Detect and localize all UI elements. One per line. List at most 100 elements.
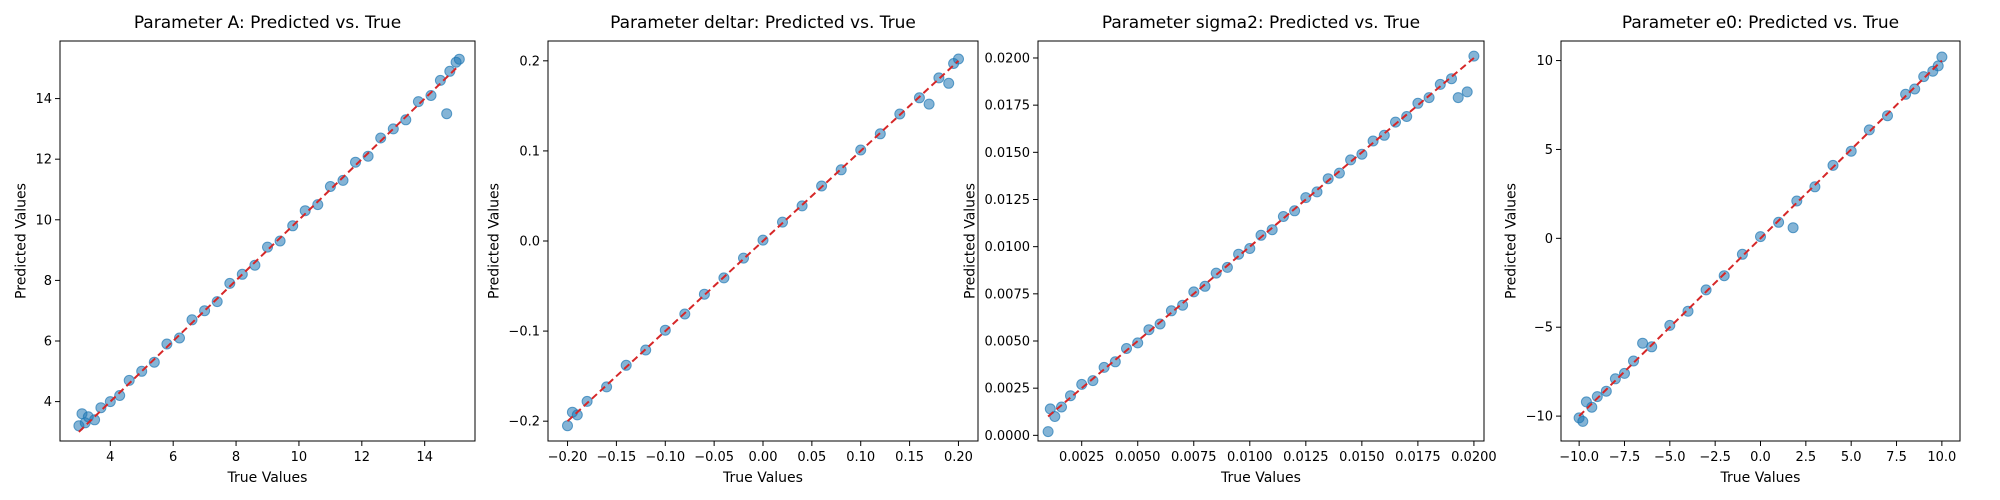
- chart-panel-1: Parameter A: Predicted vs. True 4 6 8 10 12 14…: [13, 13, 476, 486]
- x-tick-label: −0.15: [596, 450, 636, 465]
- x-tick-label: −0.10: [645, 450, 685, 465]
- data-point: [161, 338, 173, 350]
- x-tick-label: 0.00: [749, 450, 778, 465]
- data-point: [1609, 373, 1621, 385]
- x-tick-label: −7.5: [1609, 450, 1641, 465]
- chart-title: Parameter sigma2: Predicted vs. True: [1102, 13, 1420, 33]
- data-point: [1909, 83, 1921, 95]
- data-point: [1434, 78, 1446, 90]
- data-point: [1143, 324, 1155, 336]
- y-tick-label: 0.1: [519, 144, 540, 159]
- data-point: [89, 414, 101, 426]
- x-tick-label: 0.15: [895, 450, 924, 465]
- data-point: [1098, 361, 1110, 373]
- x-axis-label: True Values: [1220, 470, 1301, 486]
- data-point: [274, 235, 286, 247]
- y-tick-label: 0.0200: [985, 51, 1031, 66]
- data-point: [1791, 195, 1803, 207]
- x-tick-label: −0.05: [694, 450, 734, 465]
- x-tick-label: 6: [169, 450, 177, 465]
- x-tick-label: −10.0: [1559, 450, 1599, 465]
- data-point: [324, 181, 336, 192]
- plot-frame: [59, 40, 476, 442]
- y-tick-label: −0.1: [508, 325, 540, 340]
- data-point: [123, 374, 135, 386]
- data-point: [1244, 243, 1256, 254]
- data-point: [1736, 248, 1748, 260]
- x-tick-label: 0.0075: [1171, 450, 1217, 465]
- x-tick-label: 14: [416, 450, 433, 465]
- data-point: [1863, 124, 1875, 136]
- scatter-points: [1042, 50, 1480, 438]
- x-tick-label: 10.0: [1927, 450, 1956, 465]
- data-point: [1664, 319, 1676, 331]
- data-point: [1277, 211, 1289, 222]
- data-point: [1446, 73, 1457, 85]
- data-point: [1619, 367, 1630, 379]
- data-point: [620, 359, 632, 371]
- data-point: [312, 199, 324, 211]
- y-tick-label: 14: [35, 92, 52, 107]
- data-point: [174, 332, 185, 344]
- data-point: [1322, 173, 1334, 185]
- data-point: [1300, 192, 1312, 204]
- y-tick-label: −10: [1526, 410, 1553, 425]
- plot-frame: [1037, 40, 1485, 442]
- data-point: [943, 77, 955, 89]
- x-tick-label: 0.0025: [1059, 450, 1105, 465]
- y-tick-label: 0.0175: [985, 99, 1031, 114]
- data-point: [453, 53, 465, 65]
- data-point: [1637, 337, 1649, 349]
- x-axis-label: True Values: [227, 470, 308, 486]
- y-tick-label: 0: [1545, 232, 1553, 247]
- x-tick-label: 10: [291, 450, 308, 465]
- x-tick-label: −0.20: [548, 450, 588, 465]
- x-tick-label: 0.0125: [1283, 450, 1329, 465]
- data-point: [1787, 222, 1799, 234]
- y-tick-label: 0.0150: [985, 146, 1031, 161]
- chart-title: Parameter e0: Predicted vs. True: [1622, 13, 1899, 33]
- data-point: [923, 98, 935, 110]
- data-point: [1936, 51, 1948, 63]
- reference-line: [1578, 59, 1943, 417]
- data-point: [1401, 111, 1413, 122]
- data-point: [1918, 71, 1930, 83]
- data-point: [1682, 305, 1694, 317]
- x-tick-label: 0.0175: [1395, 450, 1441, 465]
- data-point: [1845, 145, 1857, 157]
- data-point: [362, 150, 374, 162]
- x-tick-label: 0.0150: [1339, 450, 1385, 465]
- data-point: [1345, 154, 1357, 166]
- data-point: [1210, 267, 1222, 279]
- x-tick-label: 0.0200: [1451, 450, 1497, 465]
- x-axis-label: True Values: [722, 470, 803, 486]
- y-tick-label: 0.0025: [985, 382, 1031, 397]
- data-point: [1600, 385, 1612, 397]
- chart-panel-4: Parameter e0: Predicted vs. True −10.0 −7.…: [1504, 13, 1961, 486]
- data-point: [1468, 50, 1480, 62]
- data-point: [148, 356, 160, 368]
- data-point: [1199, 280, 1211, 292]
- data-point: [1132, 337, 1144, 349]
- reference-line: [566, 60, 960, 422]
- data-point: [412, 96, 424, 108]
- data-point: [444, 65, 456, 77]
- scatter-points: [73, 53, 465, 432]
- data-point: [1333, 167, 1345, 179]
- y-tick-label: −5: [1534, 321, 1553, 336]
- data-point: [1121, 343, 1132, 354]
- data-point: [249, 259, 261, 271]
- x-tick-label: 7.5: [1886, 450, 1907, 465]
- chart-panel-2: Parameter deltar: Predicted vs. True −0.2…: [486, 13, 979, 486]
- data-point: [1087, 375, 1099, 387]
- reference-line: [1047, 57, 1475, 418]
- y-tick-label: 10: [35, 213, 52, 228]
- x-tick-label: 0.0100: [1227, 450, 1273, 465]
- y-tick-label: 0.0: [519, 235, 540, 250]
- data-point: [1177, 299, 1189, 311]
- data-point: [1461, 86, 1473, 98]
- y-tick-label: 10: [1536, 54, 1553, 69]
- x-tick-label: 12: [354, 450, 371, 465]
- data-point: [571, 409, 583, 421]
- data-point: [1367, 135, 1379, 147]
